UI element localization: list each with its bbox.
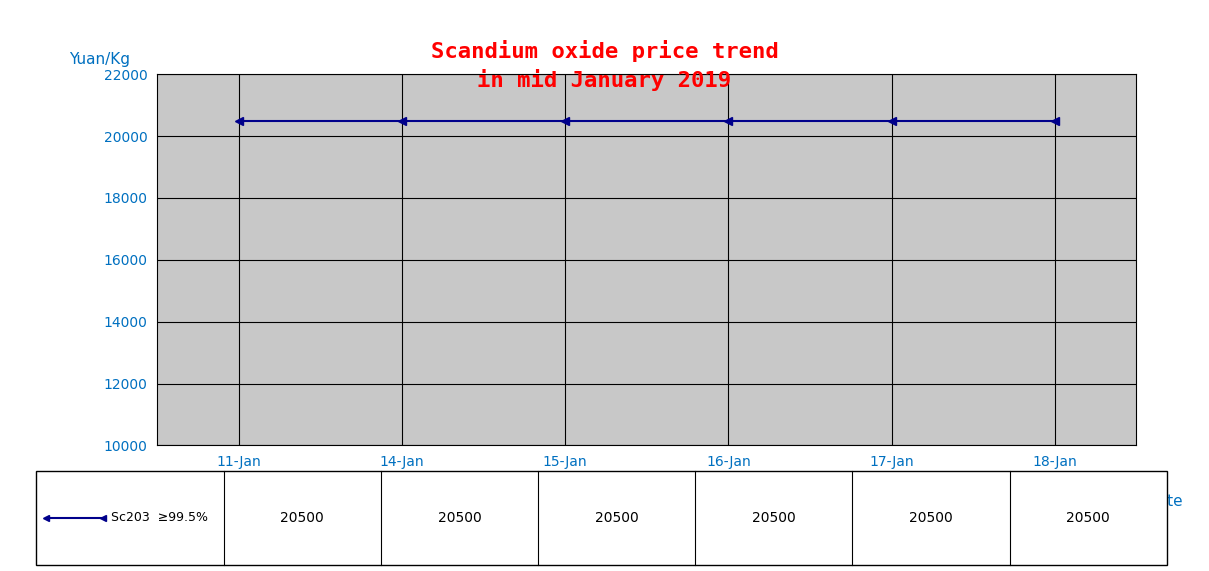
Text: 20500: 20500: [280, 511, 324, 525]
Text: Yuan/Kg: Yuan/Kg: [69, 52, 131, 67]
Text: Sc203  ≥99.5%: Sc203 ≥99.5%: [111, 512, 208, 524]
Text: 20500: 20500: [595, 511, 638, 525]
Text: 20500: 20500: [752, 511, 796, 525]
Text: Scandium oxide price trend
in mid January 2019: Scandium oxide price trend in mid Januar…: [430, 40, 779, 91]
Text: 20500: 20500: [1066, 511, 1110, 525]
Text: Date: Date: [1146, 493, 1182, 509]
Bar: [36, 471, 1167, 565]
Text: 20500: 20500: [909, 511, 953, 525]
Text: 20500: 20500: [438, 511, 481, 525]
